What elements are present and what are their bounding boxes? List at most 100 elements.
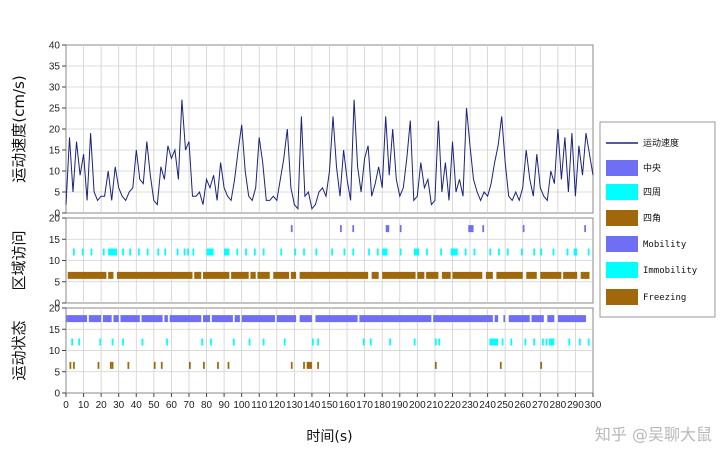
bar-segment	[368, 248, 370, 256]
bar-segment	[503, 315, 506, 323]
x-tick-label: 190	[391, 400, 408, 411]
bar-segment	[369, 338, 372, 346]
bar-segment	[188, 361, 191, 369]
bar-segment	[129, 248, 131, 256]
bar-segment	[203, 361, 205, 369]
bar-segment	[116, 271, 193, 279]
bar-segment	[306, 361, 312, 369]
bar-segment	[232, 338, 235, 346]
bar-segment	[248, 338, 251, 346]
legend-label: 四周	[643, 187, 661, 198]
bar-segment	[434, 338, 437, 346]
bar-segment	[111, 361, 114, 369]
y-axis-label: 区域访问	[10, 230, 28, 290]
y-tick-label: 15	[49, 235, 61, 246]
bar-segment	[236, 248, 239, 256]
y-tick-label: 20	[49, 304, 61, 315]
bar-segment	[141, 338, 144, 346]
legend-label: Freezing	[643, 293, 686, 303]
legend-label: 运动速度	[643, 137, 679, 149]
legend-swatch	[606, 184, 638, 200]
bar-segment	[102, 248, 105, 256]
bar-segment	[433, 315, 493, 323]
y-tick-label: 0	[54, 209, 60, 220]
bar-segment	[382, 271, 416, 279]
bar-segment	[166, 338, 168, 346]
bar-segment	[340, 225, 342, 233]
x-tick-label: 50	[148, 400, 160, 411]
bar-segment	[352, 248, 355, 256]
legend-swatch	[606, 289, 638, 305]
y-tick-label: 10	[49, 346, 61, 357]
bar-segment	[317, 361, 319, 369]
bar-segment	[303, 361, 305, 369]
bar-segment	[426, 248, 428, 256]
bar-segment	[413, 248, 420, 256]
bar-segment	[73, 361, 75, 369]
bar-segment	[273, 271, 290, 279]
bar-segment	[343, 248, 346, 256]
bar-segment	[352, 225, 355, 233]
bar-segment	[122, 248, 124, 256]
bar-segment	[311, 338, 314, 346]
x-tick-label: 10	[78, 400, 90, 411]
bar-segment	[510, 338, 513, 346]
bar-segment	[102, 315, 112, 323]
bar-segment	[224, 248, 230, 256]
bar-segment	[67, 315, 88, 323]
x-tick-label: 120	[268, 400, 285, 411]
legend-swatch	[606, 262, 638, 278]
x-tick-label: 40	[131, 400, 143, 411]
bar-segment	[434, 361, 437, 369]
bar-segment	[108, 248, 117, 256]
bar-segment	[120, 315, 140, 323]
bar-segment	[299, 315, 312, 323]
x-tick-label: 270	[532, 400, 549, 411]
bar-segment	[88, 315, 102, 323]
x-tick-label: 110	[251, 400, 267, 411]
legend-swatch	[606, 210, 638, 226]
bar-segment	[262, 338, 265, 346]
x-tick-label: 60	[166, 400, 178, 411]
x-tick-label: 90	[219, 400, 231, 411]
bar-segment	[290, 225, 293, 233]
bar-segment	[399, 225, 402, 233]
panel-3: 0 5 10 15 20 运动状态 0 10 20 30 40 50 60 70 80 90 100 110 120…	[10, 304, 602, 412]
legend-label: Mobility	[643, 240, 687, 250]
bar-segment	[376, 248, 379, 256]
bar-segment	[90, 248, 93, 256]
bar-segment	[245, 248, 247, 256]
y-tick-label: 5	[54, 367, 60, 378]
bar-segment	[194, 271, 202, 279]
y-tick-label: 5	[54, 188, 60, 199]
bar-segment	[231, 271, 249, 279]
x-tick-label: 200	[409, 400, 426, 411]
bar-segment	[540, 248, 543, 256]
bar-segment	[290, 271, 297, 279]
bar-segment	[587, 248, 590, 256]
bar-segment	[496, 271, 523, 279]
y-tick-label: 25	[49, 104, 61, 115]
bar-segment	[227, 361, 230, 369]
chart-panels: 0 5 10 15 20 25 30 35 40 运动速度(cm/s) 0 5 10 15 20 区域访问 0 5…	[10, 41, 602, 412]
bar-segment	[99, 338, 102, 346]
bar-segment	[299, 271, 369, 279]
x-tick-label: 180	[374, 400, 391, 411]
y-tick-label: 15	[49, 146, 61, 157]
y-tick-label: 5	[54, 277, 60, 288]
bar-segment	[153, 361, 156, 369]
bar-segment	[587, 338, 590, 346]
bar-segment	[217, 361, 219, 369]
bar-segment	[547, 315, 555, 323]
bar-segment	[426, 271, 439, 279]
panel-2: 0 5 10 15 20 区域访问	[10, 214, 594, 310]
bar-segment	[113, 315, 119, 323]
bar-segment	[138, 248, 140, 256]
bar-segment	[315, 248, 318, 256]
y-tick-label: 20	[49, 125, 61, 136]
x-tick-label: 160	[339, 400, 356, 411]
x-tick-label: 100	[233, 400, 250, 411]
bar-segment	[317, 338, 319, 346]
bar-segment	[413, 338, 416, 346]
